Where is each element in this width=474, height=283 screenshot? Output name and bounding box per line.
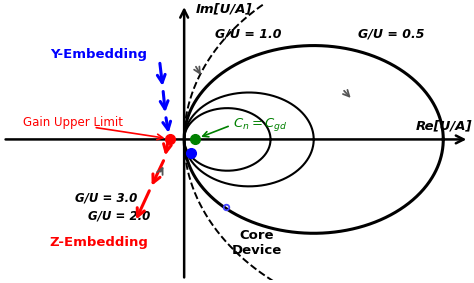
Text: $C_n = C_{gd}$: $C_n = C_{gd}$ xyxy=(233,115,288,132)
Text: Z-Embedding: Z-Embedding xyxy=(49,236,148,249)
Text: G/U = 3.0: G/U = 3.0 xyxy=(75,191,137,204)
Text: Im[U/A]: Im[U/A] xyxy=(196,2,252,15)
Text: G/U = 2.0: G/U = 2.0 xyxy=(88,210,151,223)
Text: G/U = 1.0: G/U = 1.0 xyxy=(215,28,282,41)
Text: Y-Embedding: Y-Embedding xyxy=(50,48,147,61)
Text: Re[U/A]: Re[U/A] xyxy=(415,120,472,133)
Text: G/U = 0.5: G/U = 0.5 xyxy=(358,28,424,41)
Text: Core
Device: Core Device xyxy=(232,229,282,257)
Text: Gain Upper Limit: Gain Upper Limit xyxy=(23,116,123,129)
